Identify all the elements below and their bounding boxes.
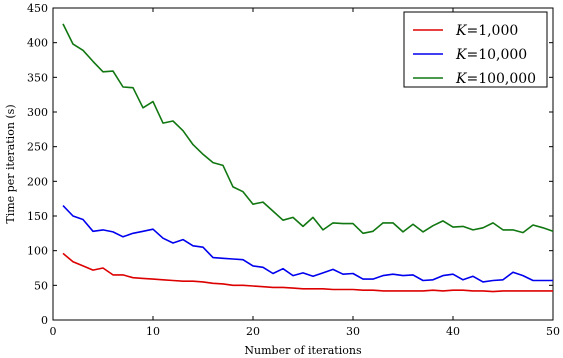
legend-label-value: =1,000 — [466, 23, 518, 39]
y-tick-label: 0 — [41, 314, 48, 327]
legend-label-2: K=10,000 — [455, 47, 527, 63]
y-axis: 0 50 100 150 200 250 300 350 400 450 — [27, 2, 553, 327]
legend-label-variable: K — [455, 47, 468, 63]
y-tick-label: 100 — [27, 245, 48, 258]
y-tick-label: 200 — [27, 175, 48, 188]
x-axis: 0 10 20 30 40 50 — [50, 8, 560, 338]
plot-frame — [52, 7, 554, 321]
legend-label-3: K=100,000 — [455, 71, 536, 87]
y-tick-label: 50 — [34, 279, 48, 292]
y-tick-label: 400 — [27, 37, 48, 50]
x-tick-label: 40 — [446, 325, 460, 338]
y-tick-label: 450 — [27, 2, 48, 15]
x-axis-title: Number of iterations — [244, 344, 362, 357]
y-tick-label: 150 — [27, 210, 48, 223]
legend-label-1: K=1,000 — [455, 23, 518, 39]
y-axis-title: Time per iteration (s) — [4, 104, 17, 223]
x-tick-label: 20 — [246, 325, 260, 338]
y-tick-label: 350 — [27, 71, 48, 84]
legend-label-value: =100,000 — [466, 71, 536, 87]
x-tick-label: 10 — [146, 325, 160, 338]
series-lines — [62, 23, 554, 293]
series-line-1 — [62, 252, 553, 293]
legend-label-value: =10,000 — [466, 47, 527, 63]
y-tick-label: 250 — [27, 141, 48, 154]
series-line-2 — [62, 205, 553, 283]
x-tick-label: 50 — [546, 325, 560, 338]
legend-label-variable: K — [455, 23, 468, 39]
x-tick-label: 0 — [50, 325, 57, 338]
legend-box — [403, 11, 548, 88]
y-tick-label: 300 — [27, 106, 48, 119]
legend-label-variable: K — [455, 71, 468, 87]
plot-area — [52, 7, 554, 321]
x-tick-label: 30 — [346, 325, 360, 338]
series-line-3 — [62, 23, 554, 235]
